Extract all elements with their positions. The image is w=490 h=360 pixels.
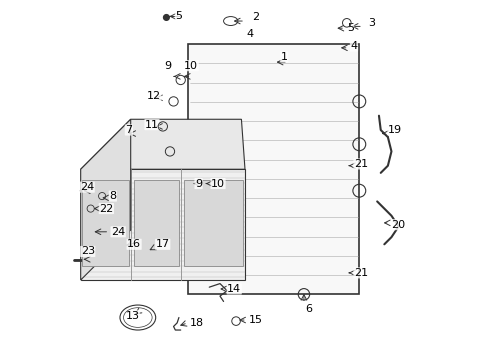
Text: 1: 1: [281, 52, 288, 62]
Text: 24: 24: [111, 227, 125, 237]
Text: 12: 12: [147, 91, 161, 101]
Text: 6: 6: [305, 303, 312, 314]
Text: 14: 14: [227, 284, 241, 294]
Text: 2: 2: [252, 12, 259, 22]
Text: 10: 10: [211, 179, 225, 189]
Text: 5: 5: [347, 23, 354, 33]
Text: 20: 20: [392, 220, 406, 230]
Bar: [184, 180, 243, 266]
Text: 19: 19: [388, 125, 402, 135]
Bar: [188, 44, 359, 294]
Text: 17: 17: [156, 239, 170, 249]
Text: 8: 8: [109, 191, 117, 201]
Text: 9: 9: [195, 179, 202, 189]
Bar: [134, 180, 179, 266]
Text: 22: 22: [99, 203, 114, 213]
Polygon shape: [81, 169, 245, 280]
Circle shape: [164, 15, 169, 20]
Bar: [82, 180, 129, 266]
Polygon shape: [81, 119, 245, 169]
Polygon shape: [81, 119, 131, 280]
Text: 9: 9: [165, 61, 172, 71]
Text: 13: 13: [125, 311, 139, 321]
Text: 3: 3: [368, 18, 375, 28]
Text: 5: 5: [175, 12, 182, 21]
Text: 23: 23: [81, 247, 95, 256]
Text: 11: 11: [145, 120, 159, 130]
Text: 16: 16: [127, 239, 141, 249]
Text: 10: 10: [184, 61, 198, 71]
Text: 21: 21: [354, 268, 368, 278]
Text: 24: 24: [80, 182, 94, 192]
Text: 15: 15: [248, 315, 263, 325]
Text: 18: 18: [190, 318, 204, 328]
Text: 4: 4: [350, 41, 358, 51]
Text: 4: 4: [247, 28, 254, 39]
Text: 7: 7: [125, 125, 132, 135]
Text: 21: 21: [354, 159, 368, 169]
